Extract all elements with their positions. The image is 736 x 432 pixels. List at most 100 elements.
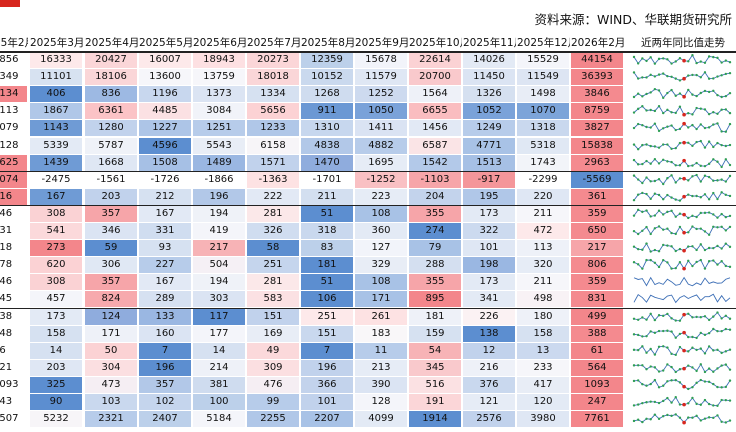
sparkline-point (666, 193, 669, 197)
table-cell: 251 (247, 257, 299, 274)
trend-cell (632, 189, 736, 206)
table-cell: 476 (247, 376, 299, 393)
table-cell: 173 (30, 308, 82, 325)
table-cell: 102 (139, 394, 191, 410)
sparkline-point (662, 213, 665, 216)
sparkline-point (695, 248, 698, 252)
sparkline-point (632, 71, 636, 74)
sparkline-point (662, 182, 665, 185)
table-cell: 196 (139, 359, 191, 376)
trend-sparkline (632, 344, 732, 356)
sparkline-point (670, 111, 673, 114)
table-row: 745457824289303583106171895341498831 (0, 291, 736, 308)
table-cell: 93 (139, 240, 191, 257)
table-cell: 281 (247, 274, 299, 291)
sparkline-point (670, 89, 673, 92)
sparkline-point (687, 193, 690, 196)
table-cell: 504 (193, 257, 245, 274)
sparkline-point (653, 400, 657, 404)
table-cell: 2321 (85, 411, 137, 428)
table-cell: 4838 (301, 137, 353, 154)
sparkline-point (678, 79, 682, 82)
table-cell: 1143 (30, 120, 82, 137)
sparkline-point (716, 122, 719, 126)
table-cell: 1695 (355, 154, 407, 171)
table-cell: 331 (139, 223, 191, 239)
sparkline-point (657, 401, 661, 405)
sparkline-point (682, 230, 686, 235)
sparkline-point (716, 244, 719, 248)
table-cell: 273 (30, 240, 82, 257)
brand-accent-bar (0, 0, 20, 7)
sparkline-point (716, 75, 719, 78)
table-cell: 167 (30, 188, 82, 205)
sparkline-point (724, 59, 728, 62)
table-cell: 101 (301, 394, 353, 410)
table-cell: 169 (247, 325, 299, 342)
table-cell: 223 (355, 188, 407, 205)
sparkline-point (682, 158, 686, 163)
table-cell: 355 (409, 274, 461, 291)
table-cell: 238 (0, 308, 27, 325)
sparkline-point (687, 364, 690, 367)
sparkline-point (682, 420, 686, 425)
sparkline-point (670, 352, 673, 355)
sparkline-point (653, 318, 657, 321)
table-cell: 171 (355, 291, 407, 308)
table-cell: 322 (463, 223, 515, 239)
table-cell: 14 (30, 342, 82, 359)
table-cell: 1227 (139, 120, 191, 137)
table-row: 5614507144971154121361 (0, 342, 736, 360)
sparkline-point (666, 329, 669, 332)
sparkline-point (699, 259, 702, 262)
sparkline-point (712, 157, 715, 161)
table-cell: 806 (571, 257, 623, 274)
sparkline-point (657, 265, 661, 269)
sparkline-point (687, 402, 690, 405)
sparkline-point (691, 124, 694, 127)
sparkline-point (674, 180, 677, 184)
table-cell: 745 (0, 291, 27, 308)
sparkline-point (641, 95, 644, 98)
sparkline-point (641, 315, 644, 319)
sparkline-point (728, 245, 732, 249)
sparkline-point (720, 95, 723, 99)
sparkline-point (636, 263, 640, 266)
sparkline-point (707, 77, 711, 80)
sparkline-point (728, 348, 732, 351)
table-cell: 5656 (247, 103, 299, 120)
table-cell: 196 (301, 359, 353, 376)
sparkline-point (716, 226, 719, 229)
trend-sparkline (632, 242, 732, 253)
sparkline-point (707, 344, 711, 348)
table-cell: 406 (30, 86, 82, 103)
sparkline-point (712, 55, 715, 59)
sparkline-point (687, 112, 690, 115)
sparkline-point (691, 396, 694, 400)
table-cell: 831 (571, 291, 623, 308)
sparkline-point (645, 176, 648, 179)
sparkline-point (724, 398, 728, 402)
sparkline-point (712, 111, 715, 114)
table-cell: 308 (30, 274, 82, 291)
sparkline-point (666, 176, 669, 180)
table-cell: 7761 (571, 411, 623, 428)
sparkline-point (712, 191, 715, 195)
sparkline-point (695, 315, 698, 318)
table-cell: 498 (517, 291, 569, 308)
sparkline-point (707, 367, 711, 370)
sparkline-point (641, 143, 644, 146)
sparkline-point (641, 344, 644, 348)
sparkline-point (728, 194, 732, 197)
sparkline-point (670, 414, 673, 418)
table-row: 5074-2475-1561-1726-1866-1363-1701-1252-… (0, 171, 736, 189)
table-cell: 6655 (409, 103, 461, 120)
sparkline-point (662, 158, 665, 161)
table-cell: 346 (0, 205, 27, 222)
table-cell: 1542 (409, 154, 461, 171)
sparkline-point (691, 225, 694, 228)
sparkline-point (687, 60, 690, 63)
sparkline-point (645, 317, 648, 321)
table-cell: 5184 (193, 411, 245, 428)
sparkline-point (699, 227, 702, 230)
